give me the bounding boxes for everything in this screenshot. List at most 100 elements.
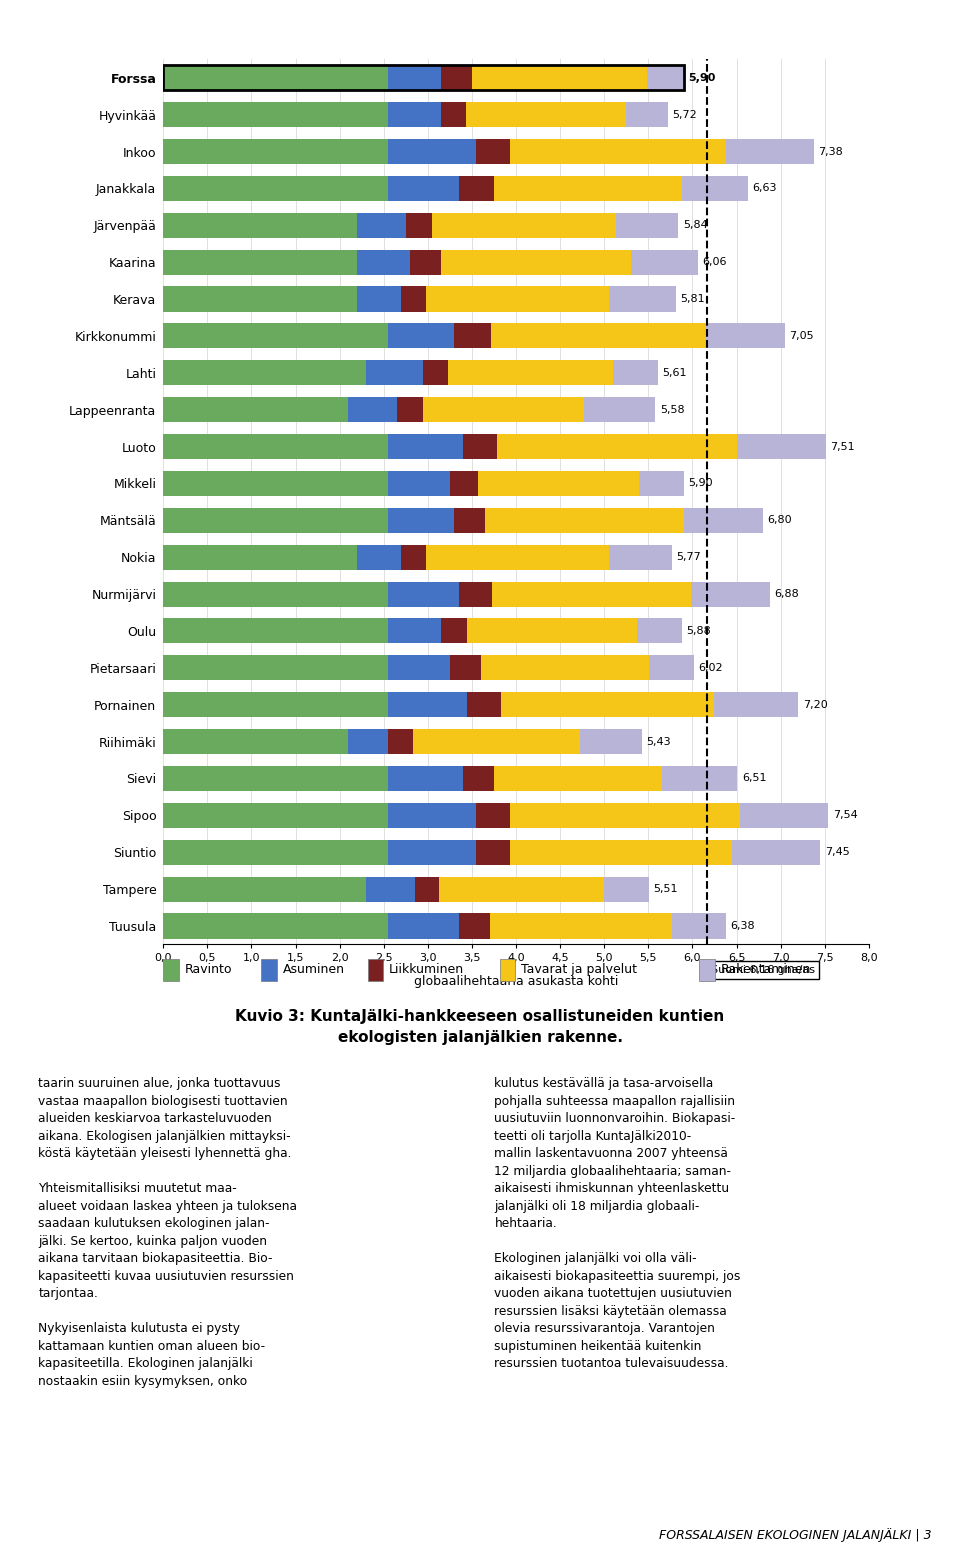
Text: 5,58: 5,58 [660, 404, 684, 415]
Bar [463, 434, 496, 459]
Bar [388, 913, 459, 938]
Bar [163, 139, 388, 164]
Bar [401, 545, 426, 570]
Bar [450, 656, 481, 681]
Bar [490, 913, 672, 938]
Bar [388, 692, 468, 716]
Bar [459, 913, 490, 938]
Bar [423, 396, 584, 421]
Bar [441, 618, 468, 643]
Bar [388, 582, 459, 607]
Text: Liikkuminen: Liikkuminen [389, 963, 464, 976]
Text: 5,43: 5,43 [646, 737, 671, 746]
Bar [163, 840, 388, 865]
Bar [426, 545, 610, 570]
Bar [732, 840, 820, 865]
X-axis label: globaalihehtaaria asukasta kohti: globaalihehtaaria asukasta kohti [414, 974, 618, 988]
Bar [459, 176, 494, 201]
Bar [163, 396, 348, 421]
Bar [163, 212, 357, 237]
Text: 5,90: 5,90 [688, 478, 712, 489]
Text: 5,77: 5,77 [677, 553, 701, 562]
Bar [584, 396, 656, 421]
Bar [737, 434, 826, 459]
Text: 6,02: 6,02 [699, 663, 723, 673]
Bar [163, 176, 388, 201]
Text: 6,88: 6,88 [775, 588, 799, 599]
Bar [423, 361, 448, 386]
Bar [348, 396, 396, 421]
Text: 7,45: 7,45 [825, 848, 850, 857]
Bar [478, 471, 638, 496]
Bar [440, 877, 604, 902]
Text: 7,38: 7,38 [819, 147, 843, 156]
Bar [357, 287, 401, 312]
FancyBboxPatch shape [500, 958, 516, 982]
Bar [406, 212, 432, 237]
Bar [163, 618, 388, 643]
Text: 7,20: 7,20 [803, 699, 828, 710]
Bar [388, 766, 463, 791]
Bar [510, 139, 726, 164]
Bar [626, 101, 668, 126]
Bar [740, 802, 828, 827]
Bar [357, 545, 401, 570]
Bar [163, 507, 388, 532]
Text: 5,61: 5,61 [662, 368, 687, 378]
Bar [481, 656, 649, 681]
Bar [388, 729, 413, 754]
Bar [672, 913, 726, 938]
Bar [163, 471, 388, 496]
Bar [388, 101, 441, 126]
Bar [714, 692, 799, 716]
Text: FORSSALAISEN EKOLOGINEN JALANJÄLKI | 3: FORSSALAISEN EKOLOGINEN JALANJÄLKI | 3 [659, 1528, 931, 1542]
Bar [494, 766, 662, 791]
Bar [690, 582, 770, 607]
Bar [163, 877, 366, 902]
Bar [580, 729, 642, 754]
Bar [468, 692, 501, 716]
FancyBboxPatch shape [163, 958, 179, 982]
Bar [163, 101, 388, 126]
Text: 6,06: 6,06 [702, 258, 727, 267]
Text: 5,84: 5,84 [683, 220, 708, 231]
Bar [388, 471, 450, 496]
Bar [441, 250, 631, 275]
Bar [638, 471, 684, 496]
Bar [468, 618, 636, 643]
Bar [163, 434, 388, 459]
Bar [388, 656, 450, 681]
Bar [466, 101, 626, 126]
Bar [485, 507, 684, 532]
Bar [413, 729, 580, 754]
Bar [432, 212, 615, 237]
Bar [163, 250, 357, 275]
Bar [163, 323, 388, 348]
Text: 6,63: 6,63 [753, 183, 777, 194]
Text: 5,72: 5,72 [672, 109, 697, 120]
Bar [463, 766, 494, 791]
Text: taarin suuruinen alue, jonka tuottavuus
vastaa maapallon biologisesti tuottavien: taarin suuruinen alue, jonka tuottavuus … [38, 1077, 298, 1388]
Bar [510, 840, 732, 865]
Bar [163, 361, 366, 386]
Text: 7,54: 7,54 [832, 810, 857, 821]
Bar [163, 66, 684, 91]
Bar [646, 66, 684, 91]
Bar [492, 582, 690, 607]
Bar [476, 840, 510, 865]
Text: K U N T A J Ä L K I  2 0 1 0 :  F O R S S A: K U N T A J Ä L K I 2 0 1 0 : F O R S S … [322, 17, 638, 33]
Bar [609, 287, 676, 312]
Bar [492, 323, 706, 348]
Bar [501, 692, 714, 716]
FancyBboxPatch shape [368, 958, 383, 982]
Text: 5,88: 5,88 [686, 626, 711, 635]
FancyBboxPatch shape [261, 958, 276, 982]
FancyBboxPatch shape [700, 958, 715, 982]
Text: 5,81: 5,81 [680, 293, 705, 304]
Bar [388, 323, 454, 348]
Text: 7,05: 7,05 [789, 331, 814, 340]
Bar [388, 434, 463, 459]
Bar [448, 361, 613, 386]
Bar [388, 176, 459, 201]
Bar [388, 507, 454, 532]
